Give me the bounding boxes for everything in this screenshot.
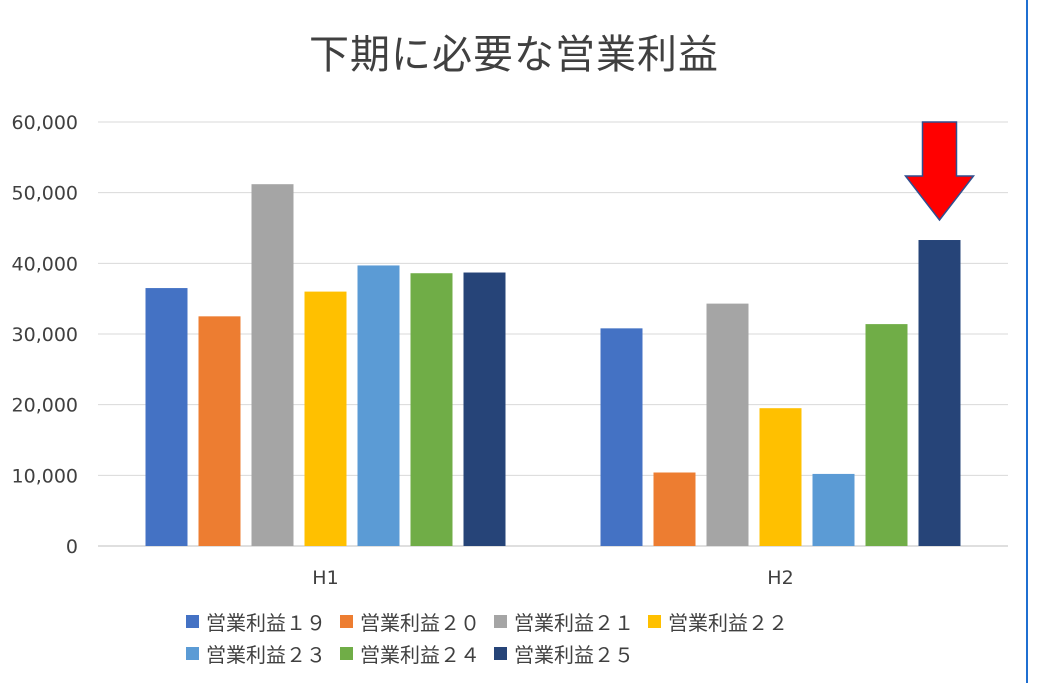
bar — [198, 316, 241, 546]
y-tick-label: 40,000 — [12, 253, 78, 275]
y-tick-label: 0 — [66, 536, 78, 558]
annotation-arrow-icon — [903, 121, 976, 222]
bar — [918, 240, 961, 546]
bar — [145, 288, 188, 546]
bar — [357, 265, 400, 546]
chart-legend: 営業利益１９ 営業利益２０ 営業利益２１ 営業利益２２ 営業利益２３ 営業利益２４ 営業利益… — [186, 605, 886, 669]
legend-label: 営業利益２１ — [514, 610, 634, 635]
legend-swatch — [494, 614, 507, 628]
legend-item: 営業利益１９ — [186, 607, 326, 636]
legend-row: 営業利益２３ 営業利益２４ 営業利益２５ — [186, 637, 886, 669]
legend-label: 営業利益２２ — [668, 610, 788, 635]
y-tick-label: 20,000 — [12, 395, 78, 417]
legend-item: 営業利益２１ — [494, 607, 634, 636]
legend-swatch — [340, 614, 353, 628]
y-tick-label: 10,000 — [12, 465, 78, 487]
legend-swatch — [648, 614, 661, 628]
bar — [410, 273, 453, 546]
legend-label: 営業利益２３ — [206, 642, 326, 667]
bar — [759, 408, 802, 546]
chart-title: 下期に必要な営業利益 — [309, 32, 719, 78]
legend-item: 営業利益２２ — [648, 607, 788, 636]
legend-row: 営業利益１９ 営業利益２０ 営業利益２１ 営業利益２２ — [186, 605, 886, 637]
legend-label: 営業利益２５ — [514, 642, 634, 667]
bar — [706, 303, 749, 546]
legend-label: 営業利益１９ — [206, 610, 326, 635]
legend-label: 営業利益２４ — [360, 642, 480, 667]
bar — [304, 291, 347, 546]
legend-label: 営業利益２０ — [360, 610, 480, 635]
y-tick-label: 50,000 — [12, 183, 78, 205]
bar — [463, 272, 506, 546]
bar — [865, 324, 908, 546]
legend-item: 営業利益２５ — [494, 639, 634, 668]
legend-swatch — [494, 646, 507, 660]
legend-swatch — [340, 646, 353, 660]
bar — [653, 472, 696, 546]
bar — [251, 184, 294, 547]
legend-item: 営業利益２４ — [340, 639, 480, 668]
y-tick-label: 60,000 — [12, 112, 78, 134]
x-tick-label: H1 — [312, 567, 338, 589]
x-tick-label: H2 — [767, 567, 793, 589]
bar — [600, 328, 643, 546]
legend-swatch — [186, 646, 199, 660]
legend-item: 営業利益２０ — [340, 607, 480, 636]
legend-item: 営業利益２３ — [186, 639, 326, 668]
bar — [812, 473, 855, 546]
y-tick-label: 30,000 — [12, 324, 78, 346]
legend-swatch — [186, 614, 199, 628]
